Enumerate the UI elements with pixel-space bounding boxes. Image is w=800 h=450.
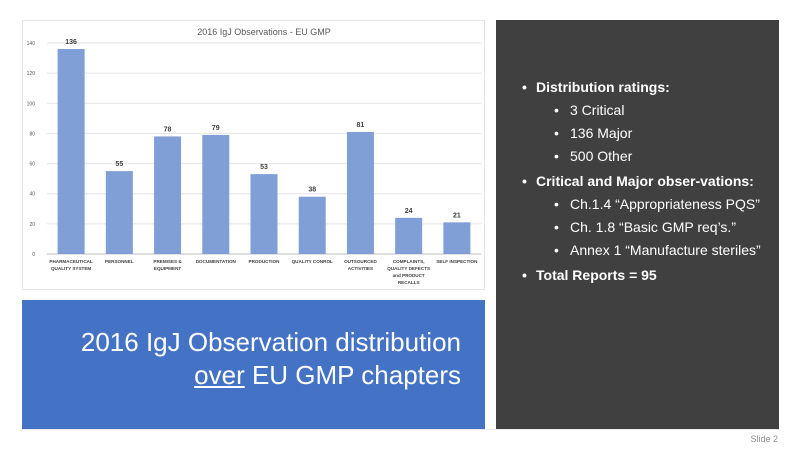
x-tick-label: QUALITY DEFECTS	[387, 266, 430, 271]
x-tick-label: ACTIVITIES	[348, 266, 373, 271]
x-tick-label: and PRODUCT	[393, 273, 425, 278]
sub-bullet: Ch. 1.8 “Basic GMP req’s.”	[552, 218, 772, 237]
x-tick-label: QUALITY CONROL	[292, 259, 333, 264]
bar	[202, 134, 230, 254]
x-tick-label: PREMISES &	[153, 259, 182, 264]
sub-bullet: 500 Other	[552, 147, 772, 166]
data-label: 24	[405, 208, 413, 215]
bar	[346, 131, 374, 254]
bar	[395, 217, 423, 254]
x-tick-label: PRODUCTION	[249, 259, 281, 264]
slide-title-underlined-word: over	[194, 360, 245, 390]
slide-title-line1: 2016 IgJ Observation distribution	[80, 327, 461, 357]
slide-title-line2: EU GMP chapters	[244, 360, 461, 390]
slide-number: Slide 2	[750, 434, 778, 444]
bullet-total-reports: Total Reports = 95	[522, 266, 772, 285]
data-label: 53	[260, 164, 268, 171]
chart-title: 2016 IgJ Observations - EU GMP	[197, 27, 331, 37]
y-tick-label: 60	[29, 162, 35, 168]
y-tick-label: 40	[29, 192, 35, 198]
slide-title: 2016 IgJ Observation distribution over E…	[31, 326, 461, 392]
x-tick-label: PHARMACEUTICAL	[49, 259, 93, 264]
bar	[154, 136, 182, 254]
bullet-distribution-ratings: Distribution ratings: 3 Critical 136 Maj…	[522, 78, 772, 166]
y-tick-label: 80	[29, 131, 35, 137]
data-label: 81	[357, 122, 365, 129]
title-box: 2016 IgJ Observation distribution over E…	[22, 300, 485, 429]
data-label: 38	[308, 187, 316, 194]
sub-bullet: Ch.1.4 “Appropriateness PQS”	[552, 195, 772, 214]
bar	[298, 196, 326, 254]
data-label: 78	[164, 126, 172, 133]
data-label: 55	[115, 161, 123, 168]
bar-chart: 2016 IgJ Observations - EU GMP 0 20 40 60 80 1…	[27, 27, 481, 285]
footer-divider	[22, 429, 779, 430]
x-tick-label: QUALITY SYSTEM	[51, 266, 91, 271]
bullet-panel: Distribution ratings: 3 Critical 136 Maj…	[496, 20, 779, 429]
x-tick-label: DOCUMENTATION	[196, 259, 237, 264]
x-tick-label: COMPLAINTS,	[393, 259, 425, 264]
sub-bullet: 136 Major	[552, 124, 772, 143]
bar	[443, 222, 471, 254]
bar	[105, 171, 133, 254]
bar	[57, 49, 85, 255]
bullet-list: Distribution ratings: 3 Critical 136 Maj…	[522, 78, 772, 288]
x-tick-label: PERSONNEL	[105, 259, 134, 264]
sub-bullet-list: 3 Critical 136 Major 500 Other	[536, 101, 772, 166]
bullet-label: Distribution ratings:	[536, 79, 670, 95]
chart-frame: 2016 IgJ Observations - EU GMP 0 20 40 60 80 1…	[22, 20, 485, 290]
sub-bullet: Annex 1 “Manufacture steriles”	[552, 241, 772, 260]
data-label: 79	[212, 125, 220, 132]
x-tick-label: EQUIPMENT	[154, 266, 182, 271]
sub-bullet: 3 Critical	[552, 101, 772, 120]
data-label: 21	[453, 212, 461, 219]
bullet-label: Total Reports = 95	[536, 267, 657, 283]
bullet-critical-major: Critical and Major obser-vations: Ch.1.4…	[522, 172, 772, 260]
bar	[250, 174, 278, 254]
x-tick-label: SELF INSPECTION	[436, 259, 478, 264]
y-tick-label: 20	[29, 222, 35, 228]
y-tick-label: 120	[27, 71, 36, 77]
sub-bullet-list: Ch.1.4 “Appropriateness PQS” Ch. 1.8 “Ba…	[536, 195, 772, 260]
y-tick-label: 140	[27, 41, 36, 47]
bullet-label: Critical and Major obser-vations:	[536, 173, 754, 189]
x-tick-label: RECALLS	[398, 280, 420, 285]
x-tick-label: OUTSOURCED	[344, 259, 377, 264]
data-label: 136	[65, 39, 77, 46]
y-tick-label: 100	[27, 101, 36, 107]
y-tick-label: 0	[32, 252, 35, 258]
